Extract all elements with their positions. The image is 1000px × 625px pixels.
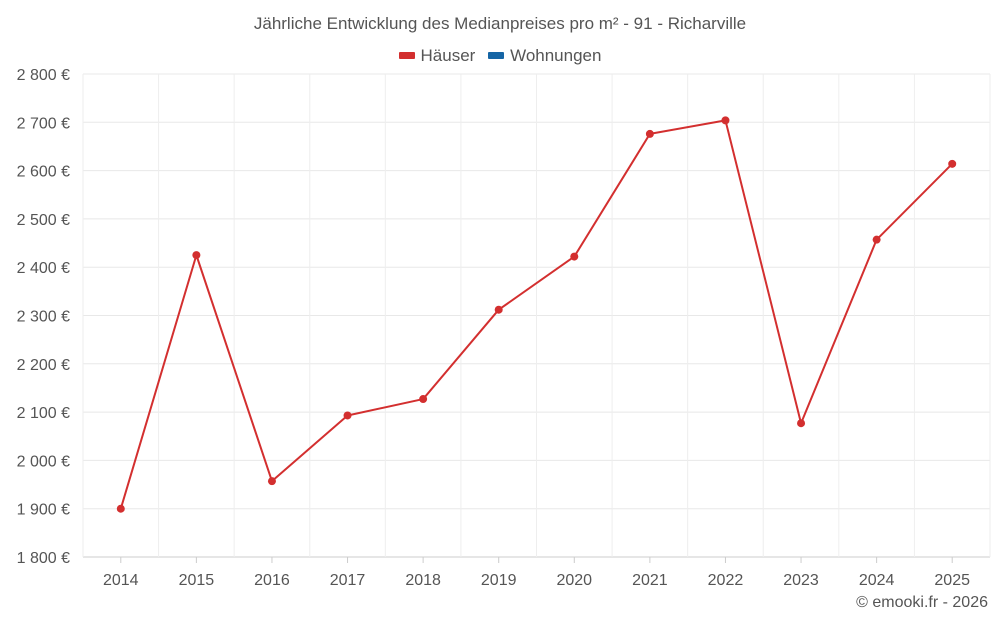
x-tick-label: 2016 [254,572,290,589]
data-point-haeuser [343,411,352,420]
y-tick-label: 2 500 € [17,212,70,229]
x-tick-label: 2024 [859,572,895,589]
y-tick-label: 1 900 € [17,502,70,519]
legend-swatch-wohnungen [488,52,505,59]
data-point-haeuser [419,395,428,404]
x-tick-label: 2020 [556,572,592,589]
legend-item-haeuser[interactable]: Häuser [398,45,476,66]
y-tick-label: 2 200 € [17,357,70,374]
data-point-haeuser [645,129,654,138]
y-tick-label: 2 000 € [17,453,70,470]
series-haeuser [116,116,957,513]
data-point-haeuser [116,504,125,513]
x-tick-label: 2015 [179,572,215,589]
data-point-haeuser [948,159,957,168]
data-point-haeuser [797,419,806,428]
y-tick-label: 2 600 € [17,164,70,181]
y-tick-label: 2 400 € [17,260,70,277]
x-tick-label: 2019 [481,572,517,589]
series-line-haeuser [119,119,953,509]
x-tick-label: 2021 [632,572,668,589]
legend-label-haeuser: Häuser [420,45,476,65]
y-axis: 1 800 € 1 900 € 2 000 € 2 100 € 2 200 € 2 300… [17,67,70,567]
y-tick-label: 2 100 € [17,405,70,422]
data-point-haeuser [267,477,276,486]
y-tick-label: 2 800 € [17,67,70,84]
x-axis: 2014 2015 2016 2017 2018 2019 2020 2021 2022 2023… [103,557,970,589]
x-tick-label: 2017 [330,572,366,589]
y-tick-label: 2 300 € [17,309,70,326]
data-point-haeuser [570,252,579,261]
data-point-haeuser [721,116,730,125]
x-tick-label: 2022 [708,572,744,589]
credit-text: © emooki.fr - 2026 [856,594,988,611]
x-tick-label: 2018 [405,572,441,589]
x-tick-label: 2023 [783,572,819,589]
chart-legend: Häuser Wohnungen [0,44,1000,66]
x-tick-label: 2025 [934,572,970,589]
grid-lines [82,73,991,558]
data-point-haeuser [192,251,201,260]
y-tick-label: 1 800 € [17,550,70,567]
legend-item-wohnungen[interactable]: Wohnungen [488,46,601,66]
legend-label-wohnungen: Wohnungen [510,45,602,65]
data-point-haeuser [494,305,503,314]
x-tick-label: 2014 [103,572,139,589]
legend-swatch-haeuser [398,52,415,59]
data-point-haeuser [872,235,881,244]
y-tick-label: 2 700 € [17,115,70,132]
chart-title: Jährliche Entwicklung des Medianpreises … [253,14,747,33]
